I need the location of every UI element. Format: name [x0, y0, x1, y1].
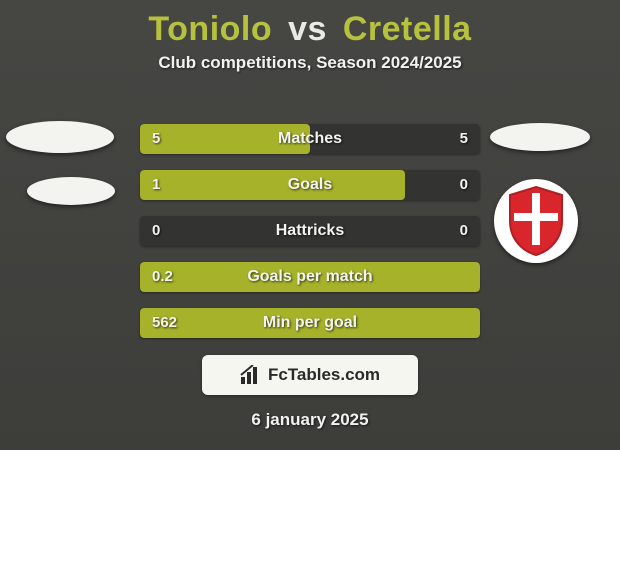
player-left-avatar-head	[6, 121, 114, 153]
stat-label: Hattricks	[140, 216, 480, 246]
stat-label: Goals	[140, 170, 480, 200]
player-left-avatar-body	[27, 177, 115, 205]
barchart-icon	[240, 365, 262, 385]
comparison-title: Toniolo vs Cretella	[0, 0, 620, 49]
stat-label: Min per goal	[140, 308, 480, 338]
comparison-subtitle: Club competitions, Season 2024/2025	[0, 53, 620, 73]
stat-row: 55Matches	[140, 124, 480, 154]
player-right-avatar-head	[490, 123, 590, 151]
stat-label: Goals per match	[140, 262, 480, 292]
comparison-card: Toniolo vs Cretella Club competitions, S…	[0, 0, 620, 450]
title-right-name: Cretella	[343, 10, 472, 48]
stat-row: 562Min per goal	[140, 308, 480, 338]
footer-logo: FcTables.com	[202, 355, 418, 395]
stat-label: Matches	[140, 124, 480, 154]
footer-logo-text: FcTables.com	[268, 365, 380, 385]
club-badge	[494, 179, 578, 263]
footer-date: 6 january 2025	[0, 410, 620, 430]
title-left-name: Toniolo	[148, 10, 272, 48]
stat-row: 00Hattricks	[140, 216, 480, 246]
title-separator: vs	[288, 10, 327, 48]
shield-icon	[506, 185, 566, 257]
stats-panel: 55Matches 10Goals 00Hattricks 0.2Goals per …	[140, 124, 480, 354]
stat-row: 0.2Goals per match	[140, 262, 480, 292]
stat-row: 10Goals	[140, 170, 480, 200]
